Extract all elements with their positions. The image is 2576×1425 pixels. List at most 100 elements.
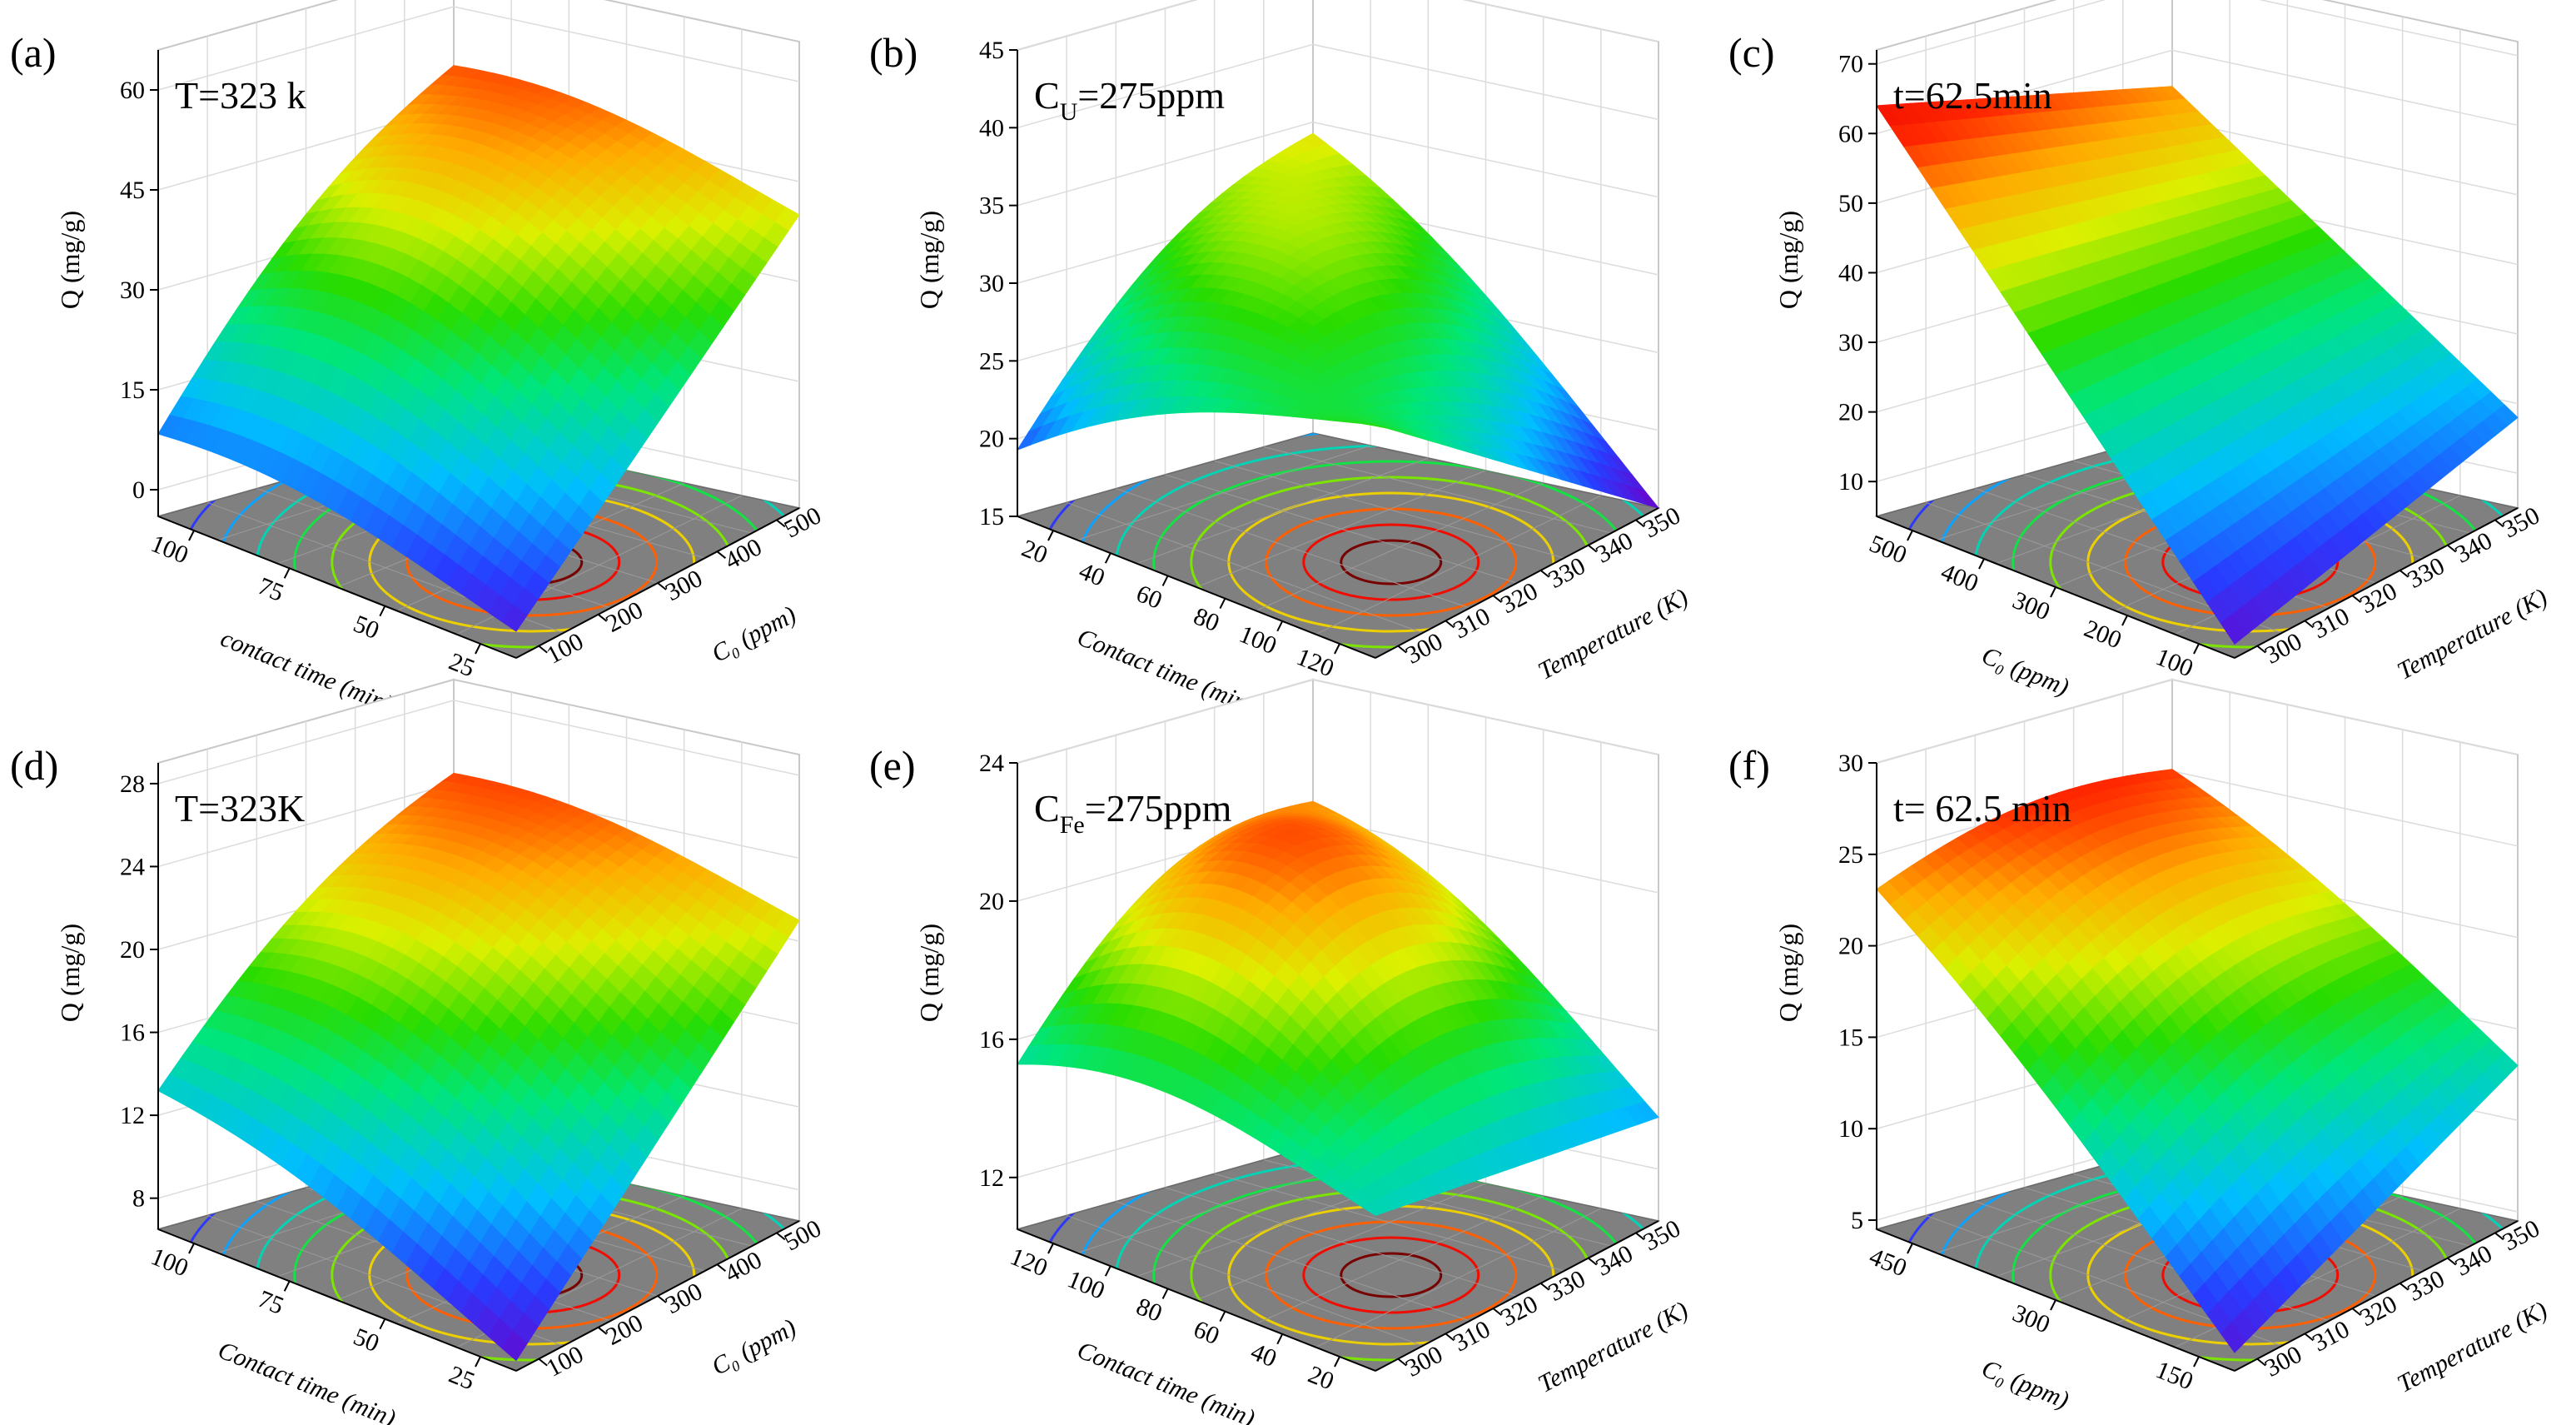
y-tick	[657, 582, 667, 590]
annotation-main: C	[1034, 787, 1060, 830]
x-tick	[1104, 552, 1111, 564]
x-tick	[1978, 558, 1985, 570]
x-tick-label: 450	[1866, 1243, 1911, 1282]
response-surface	[157, 65, 800, 632]
z-tick-label: 20	[1838, 399, 1863, 426]
x-tick-label: 60	[1132, 580, 1166, 615]
z-axis-label: Q (mg/g)	[1773, 924, 1803, 1022]
panel-annotation: t= 62.5 min	[1893, 787, 2071, 830]
y-tick	[1539, 570, 1550, 578]
x-tick	[188, 530, 195, 541]
panel-a: 0 15 30 45 60 Q (mg/g) 100 75 50 25 100 200 300 400 50…	[0, 0, 858, 719]
panel-annotation: t=62.5min	[1893, 74, 2052, 117]
surface-patch	[2220, 614, 2246, 645]
y-tick	[1445, 1333, 1455, 1342]
x-axis-label: Contact time (min)	[1073, 1336, 1258, 1425]
annotation-main: t= 62.5 min	[1893, 787, 2071, 830]
y-tick	[538, 1358, 548, 1367]
y-axis	[2234, 1220, 2519, 1372]
x-tick-label: 200	[2081, 615, 2126, 654]
x-tick-label: 300	[2009, 586, 2054, 625]
z-tick-label: 50	[1838, 190, 1863, 217]
z-tick-label: 20	[120, 936, 145, 964]
y-tick	[2351, 595, 2362, 603]
x-axis-label: C₀ (ppm)	[1978, 1354, 2073, 1414]
y-tick	[2399, 1283, 2409, 1291]
y-axis	[1375, 507, 1659, 659]
y-axis-label: Temperature (K)	[1534, 583, 1693, 685]
response-surface	[1876, 769, 2519, 1353]
x-tick-label: 40	[1247, 1338, 1281, 1373]
z-tick-label: 16	[979, 1026, 1004, 1054]
x-tick	[1161, 575, 1169, 586]
x-tick	[2121, 615, 2128, 626]
x-tick-label: 25	[445, 1361, 479, 1396]
y-tick	[1539, 1283, 1550, 1291]
annotation-subscript: U	[1060, 98, 1078, 126]
panel-annotation: CFe=275ppm	[1034, 787, 1232, 839]
x-tick-label: 20	[1305, 1361, 1338, 1396]
x-tick	[475, 1356, 481, 1368]
annotation-subscript: Fe	[1060, 811, 1085, 839]
z-tick-label: 20	[979, 426, 1004, 453]
x-tick	[1047, 1243, 1054, 1254]
x-tick	[1276, 1333, 1284, 1345]
x-tick	[1047, 530, 1054, 541]
floor-gridline	[1263, 446, 1612, 534]
x-tick	[2193, 1356, 2200, 1368]
wall-gridline	[157, 700, 800, 785]
x-axis	[1017, 1228, 1376, 1372]
z-tick-label: 30	[120, 277, 145, 304]
y-tick	[1397, 1358, 1407, 1367]
annotation-main: C	[1034, 74, 1060, 117]
floor-contour	[1340, 1252, 1443, 1298]
z-axis-label: Q (mg/g)	[55, 211, 85, 309]
wall-gridline	[1876, 679, 2519, 764]
z-tick-label: 70	[1838, 51, 1863, 78]
y-tick	[657, 1295, 667, 1303]
y-tick	[2351, 1308, 2362, 1316]
x-axis	[157, 516, 517, 659]
x-tick	[1334, 1356, 1340, 1368]
x-tick-label: 120	[1293, 643, 1338, 682]
panel-label: (b)	[869, 29, 918, 76]
y-tick	[1588, 544, 1598, 553]
x-tick	[283, 567, 291, 579]
annotation-rest: =275ppm	[1077, 74, 1225, 117]
z-tick-label: 30	[979, 270, 1004, 297]
z-tick-label: 30	[1838, 329, 1863, 356]
y-tick	[1635, 1232, 1645, 1241]
x-tick-label: 400	[1937, 558, 1982, 597]
x-tick-label: 100	[147, 530, 192, 569]
x-tick-label: 75	[254, 572, 287, 607]
x-tick	[2050, 586, 2056, 598]
y-tick	[2304, 1333, 2314, 1342]
panel-f: 5 10 15 20 25 30 Q (mg/g) 450 300 150 300 310 320 330…	[1718, 678, 2576, 1425]
x-tick	[2050, 1299, 2056, 1311]
z-axis-label: Q (mg/g)	[55, 924, 85, 1022]
x-axis-label: C₀ (ppm)	[1978, 641, 2073, 701]
z-tick-label: 35	[979, 192, 1004, 220]
y-axis-label: C₀ (ppm)	[707, 1313, 800, 1381]
x-tick-label: 500	[1866, 530, 1911, 569]
x-tick	[188, 1243, 195, 1254]
x-tick-label: 80	[1132, 1293, 1166, 1328]
panel-label: (f)	[1728, 742, 1770, 789]
z-tick-label: 40	[1838, 259, 1863, 286]
y-tick	[2447, 544, 2457, 553]
y-axis-label: Temperature (K)	[2393, 1296, 2552, 1398]
x-tick	[379, 605, 386, 617]
panel-e: 12 16 20 24 Q (mg/g) 120 100 80 60 40 20 300 310 320 3…	[859, 678, 1717, 1425]
panel-d: 8 12 16 20 24 28 Q (mg/g) 100 75 50 25 100 200 300 400…	[0, 678, 858, 1425]
z-tick-label: 5	[1851, 1207, 1863, 1234]
y-tick	[2447, 1257, 2457, 1266]
panel-label: (c)	[1728, 29, 1775, 76]
z-tick-label: 0	[132, 476, 145, 504]
z-tick-label: 24	[120, 853, 145, 880]
panel-b: 15 20 25 30 35 40 45 Q (mg/g) 20 40 60 80 100 120 300 3…	[859, 0, 1717, 720]
y-axis-label: Temperature (K)	[1534, 1296, 1693, 1398]
y-tick	[1588, 1257, 1598, 1266]
